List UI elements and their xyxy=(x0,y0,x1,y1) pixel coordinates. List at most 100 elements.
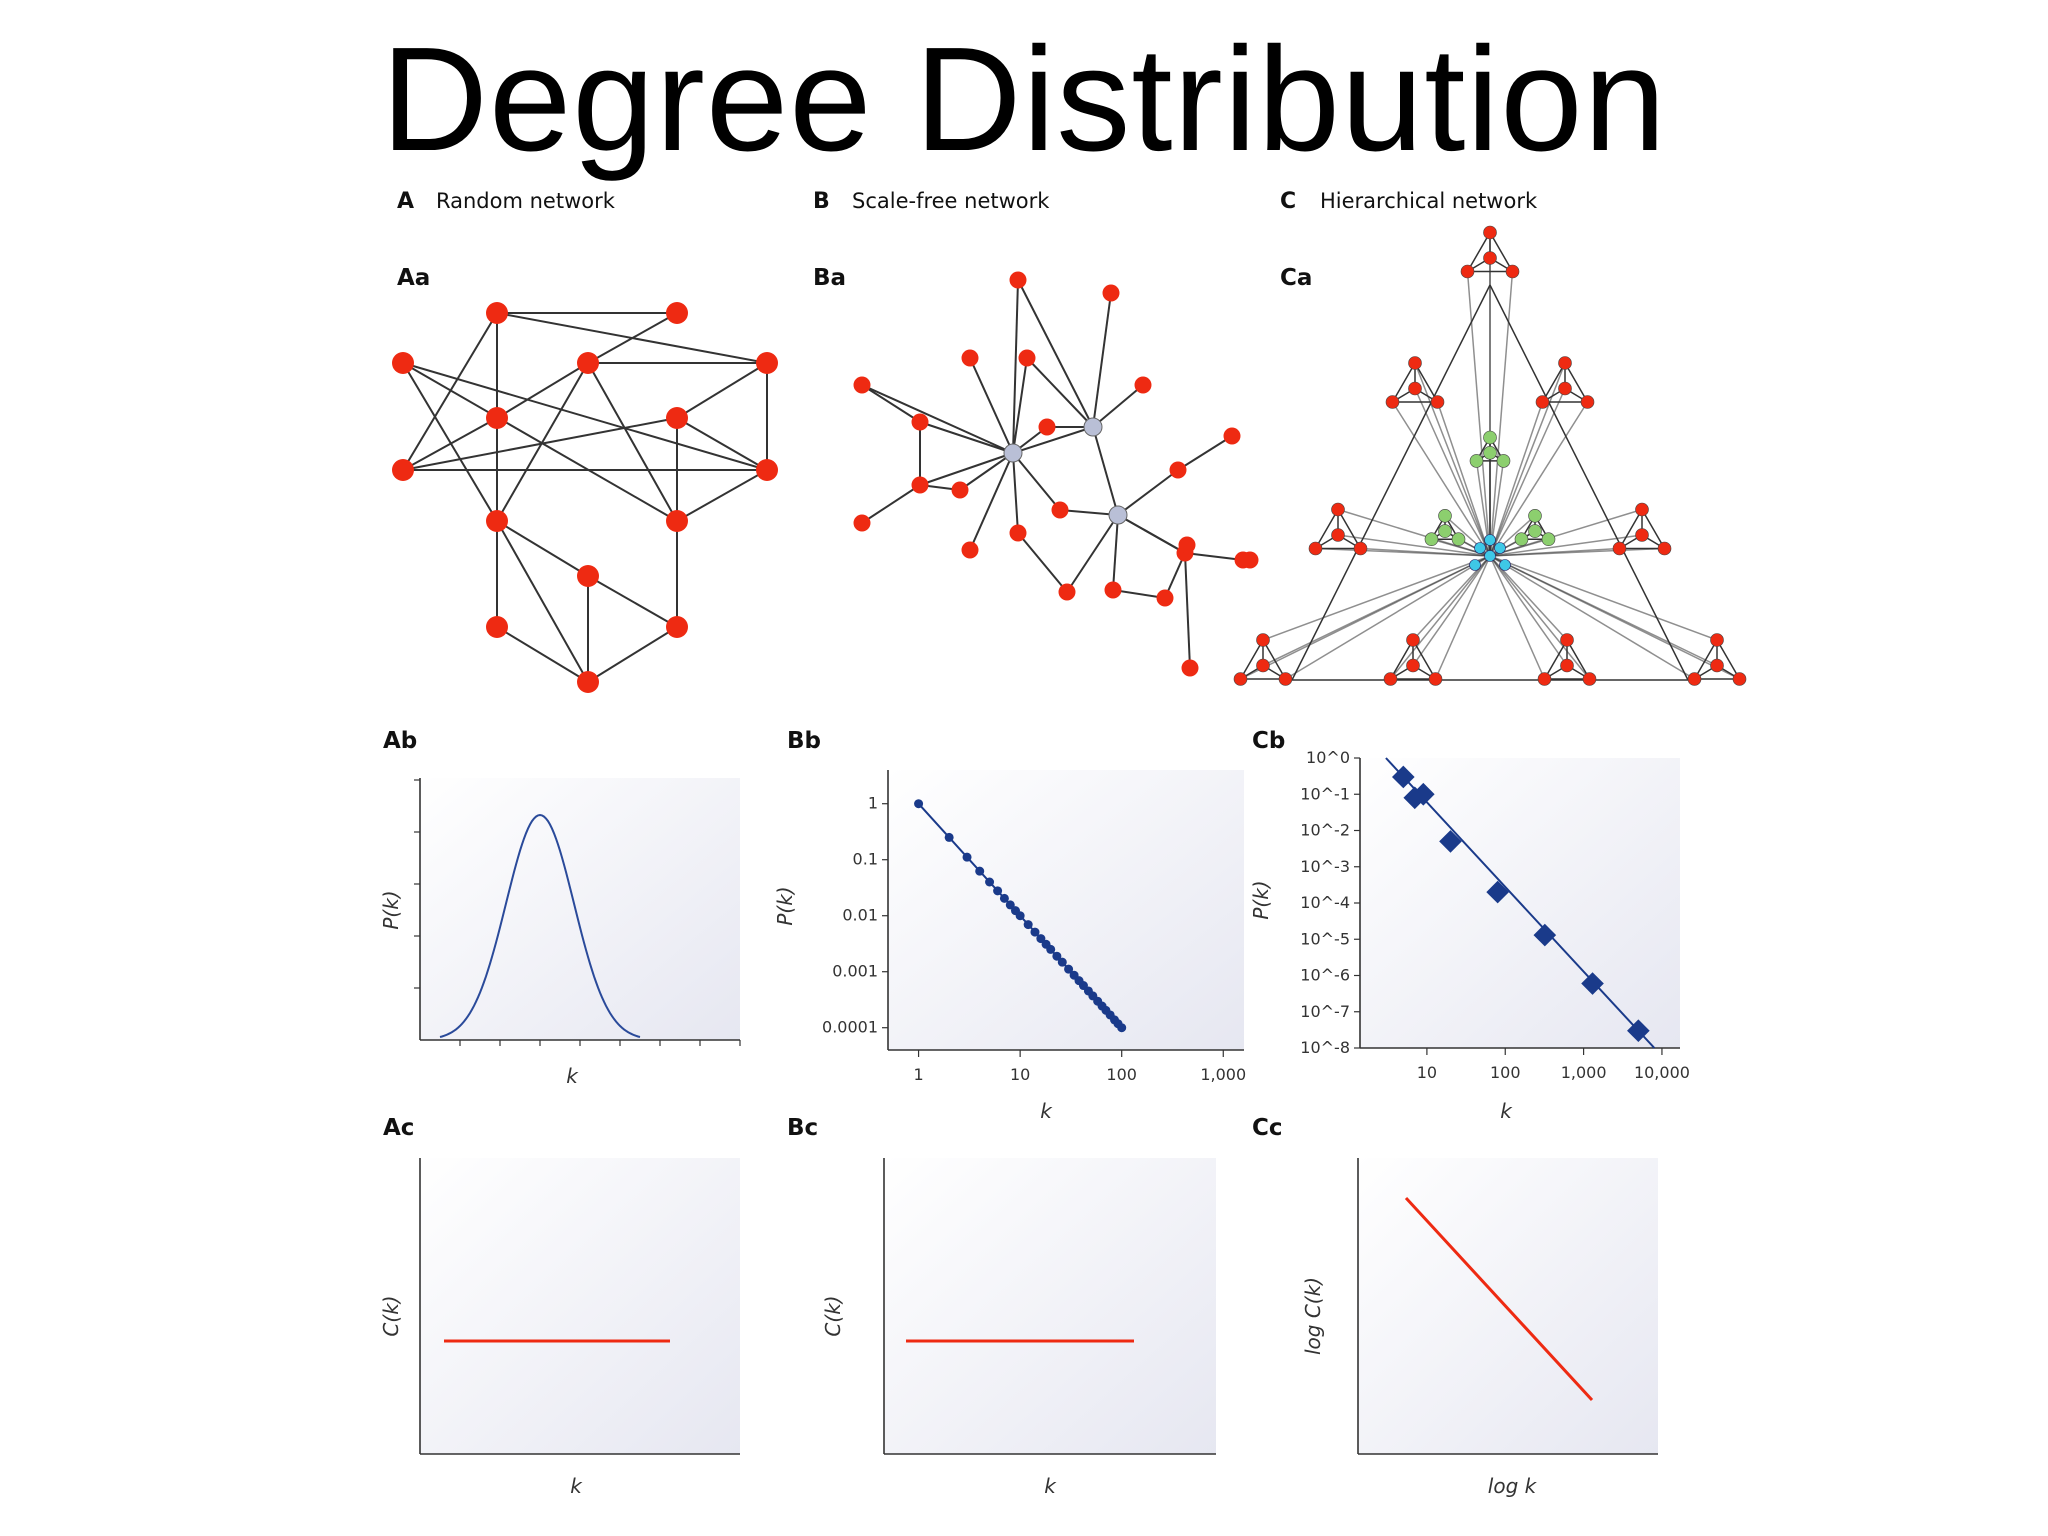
plot-bb-point xyxy=(975,866,985,876)
random-edge xyxy=(402,312,498,471)
hierarchical-node xyxy=(1541,532,1556,547)
plot-ab-xlabel: k xyxy=(566,1064,579,1088)
hierarchical-edge xyxy=(1436,401,1491,557)
hierarchical-edge xyxy=(1389,639,1414,680)
plot-ac-xlabel: k xyxy=(570,1474,583,1498)
plot-cb-y-tick-label: 10^-6 xyxy=(1300,966,1350,985)
random-edge xyxy=(676,469,768,522)
hierarchical-node xyxy=(1438,524,1452,538)
plot-bb-point xyxy=(1057,957,1067,967)
scale-free-node xyxy=(1038,418,1056,436)
random-node xyxy=(577,352,599,374)
scale-free-hub xyxy=(1108,505,1128,525)
scale-free-edge xyxy=(1177,435,1233,471)
page-title: Degree Distribution xyxy=(381,17,1667,182)
hierarchical-hub xyxy=(1484,550,1496,562)
hierarchical-node xyxy=(1635,502,1649,517)
plot-cc-ylabel: log C(k) xyxy=(1301,1277,1325,1355)
hierarchical-node xyxy=(1558,356,1572,370)
hierarchical-edge xyxy=(1489,232,1514,272)
random-edge xyxy=(402,362,498,522)
plot-bb-axes xyxy=(887,770,1244,1051)
plot-ac-axes xyxy=(419,1158,740,1455)
section-c-letter: C xyxy=(1280,189,1296,214)
random-edge xyxy=(587,575,678,628)
scale-free-edge xyxy=(861,384,1014,454)
plot-bb-area xyxy=(888,770,1244,1050)
scale-free-node xyxy=(1178,536,1196,554)
random-node xyxy=(756,459,778,481)
hierarchical-node xyxy=(1560,658,1574,673)
hierarchical-edge xyxy=(1466,232,1491,272)
plot-cb-points xyxy=(1392,765,1650,1043)
hierarchical-edge xyxy=(1285,555,1491,680)
scale-free-edge xyxy=(1184,552,1191,669)
plot-cb-point xyxy=(1581,972,1604,995)
scale-free-edge xyxy=(959,452,1014,491)
plot-bb-point xyxy=(1015,911,1025,921)
hierarchical-edge xyxy=(1489,555,1718,667)
hierarchical-edge xyxy=(1489,555,1546,680)
plot-ab-area xyxy=(420,778,740,1040)
panel-label-bb: Bb xyxy=(787,728,821,754)
hierarchical-edge xyxy=(1337,509,1362,549)
plot-ac-ylabel: C(k) xyxy=(379,1295,403,1336)
plot-ab-ylabel: P(k) xyxy=(379,890,403,929)
hierarchical-node xyxy=(1469,454,1484,468)
scale-free-node xyxy=(1241,551,1259,569)
hierarchical-network-diagram xyxy=(1233,225,1747,686)
hierarchical-edge xyxy=(1262,555,1491,667)
hierarchical-node xyxy=(1406,658,1420,673)
random-node xyxy=(666,510,688,532)
random-edge xyxy=(496,362,589,419)
plot-cb-point xyxy=(1533,923,1557,947)
scale-free-edge xyxy=(1012,426,1094,454)
plot-bb-point xyxy=(1030,927,1040,937)
plot-bb-y-tick-label: 0.0001 xyxy=(822,1018,878,1037)
scale-free-edge xyxy=(1117,514,1186,554)
hierarchical-node xyxy=(1483,430,1497,445)
section-c-name: Hierarchical network xyxy=(1320,189,1538,213)
plot-ac-area xyxy=(420,1158,740,1454)
plot-bb-point xyxy=(1117,1023,1127,1033)
plot-cc-area xyxy=(1358,1158,1658,1454)
random-node xyxy=(577,565,599,587)
scale-free-hub xyxy=(1083,417,1103,437)
hierarchical-edge xyxy=(1489,547,1665,557)
hierarchical-node xyxy=(1710,633,1724,647)
hierarchical-edge xyxy=(1414,362,1491,557)
plot-bb-points xyxy=(914,799,1127,1033)
scale-free-node xyxy=(853,376,871,394)
section-a-letter: A xyxy=(397,189,414,214)
random-node xyxy=(577,671,599,693)
plot-bb-point xyxy=(999,893,1009,903)
hierarchical-edge xyxy=(1618,509,1643,549)
hierarchical-node xyxy=(1308,541,1323,556)
plot-cb-x-tick-label: 10 xyxy=(1417,1063,1437,1082)
plot-cb-y-tick-label: 10^-3 xyxy=(1300,857,1350,876)
plot-ab-bell-curve xyxy=(439,813,641,1038)
hierarchical-edge xyxy=(1391,362,1416,403)
plot-bc-ylabel: C(k) xyxy=(821,1295,845,1336)
plot-cb-point xyxy=(1439,830,1462,853)
plot-cb-point xyxy=(1627,1019,1650,1043)
scale-free-edge xyxy=(1066,514,1119,593)
plot-cb-x-tick-label: 100 xyxy=(1490,1063,1521,1082)
scale-free-edge xyxy=(1184,552,1244,561)
random-edge xyxy=(402,362,678,522)
plot-bb-x-tick-label: 10 xyxy=(1010,1065,1030,1084)
scale-free-edge xyxy=(1017,279,1094,428)
hierarchical-edge xyxy=(1412,555,1491,666)
hierarchical-node xyxy=(1496,454,1511,468)
random-edge xyxy=(676,362,768,419)
plot-bb-x-tick-label: 1 xyxy=(913,1065,923,1084)
hierarchical-node xyxy=(1278,672,1293,686)
scale-free-node xyxy=(1169,461,1187,479)
plot-bb-xlabel: k xyxy=(1040,1099,1053,1123)
scale-free-edge xyxy=(1092,426,1119,516)
random-edge xyxy=(402,362,768,471)
scale-free-edge xyxy=(1112,514,1119,591)
hierarchical-node xyxy=(1385,395,1400,409)
hierarchical-hub xyxy=(1469,559,1481,571)
